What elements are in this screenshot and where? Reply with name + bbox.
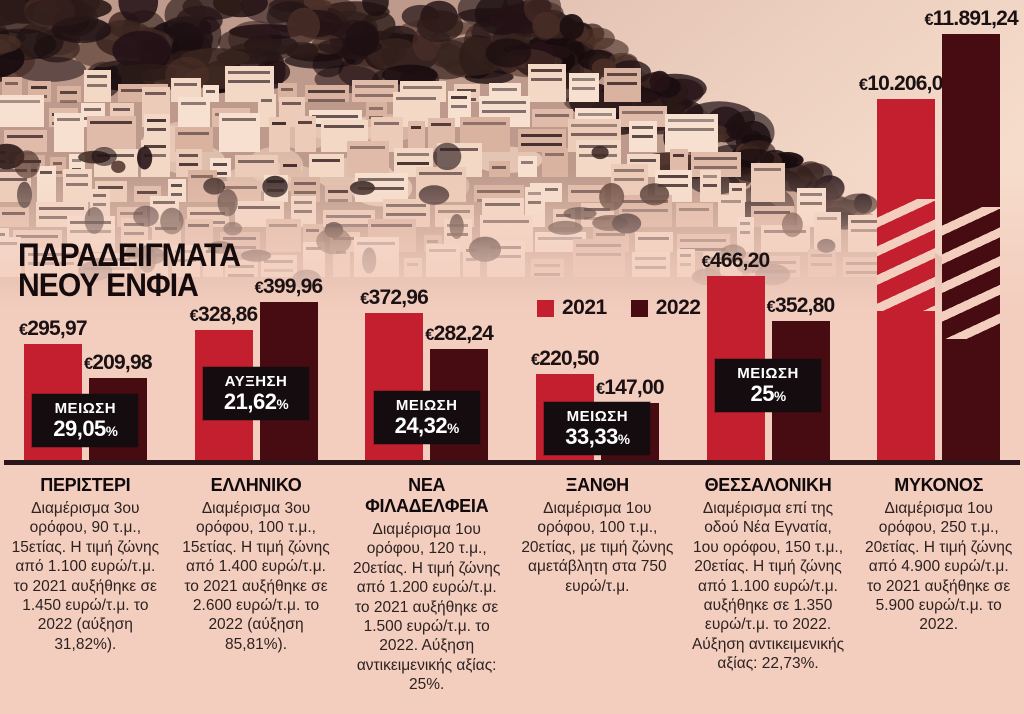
euro-sign-icon: € — [18, 321, 28, 339]
change-badge-word: ΜΕΙΩΣΗ — [566, 407, 629, 425]
change-badge-percent: 21,62% — [223, 388, 289, 414]
percent-sign-icon: % — [773, 388, 786, 404]
area-name: ΘΕΣΣΑΛΟΝΙΚΗ — [704, 475, 832, 495]
page-title-line1: ΠΑΡΑΔΕΙΓΜΑΤΑ — [18, 237, 241, 273]
chart-baseline — [4, 460, 1020, 465]
page-title: ΠΑΡΑΔΕΙΓΜΑΤΑ ΝΕΟΥ ΕΝΦΙΑ — [18, 237, 241, 304]
bar-value-label: €399,96 — [254, 275, 324, 298]
euro-sign-icon: € — [189, 307, 199, 325]
chart-group-2: €328,86 €399,96 ΑΥΞΗΣΗ 21,62% — [171, 275, 342, 462]
area-description: Διαμέρισμα 3ου ορόφου, 90 τ.μ., 15ετίας.… — [11, 500, 160, 653]
area-column-6: ΜΥΚΟΝΟΣ Διαμέρισμα 1ου ορόφου, 250 τ.μ., … — [853, 472, 1024, 694]
bar-value-label: €372,96 — [360, 286, 429, 309]
change-badge: ΑΥΞΗΣΗ 21,62% — [203, 366, 309, 420]
change-badge-percent: 25% — [750, 380, 786, 406]
area-name: ΠΕΡΙΣΤΕΡΙ — [40, 475, 131, 495]
bar-value-label: €282,24 — [425, 322, 494, 345]
area-description: Διαμέρισμα 1ου ορόφου, 250 τ.μ., 20ετίας… — [864, 500, 1013, 634]
chart-group-4: €220,50 €147,00 ΜΕΙΩΣΗ 33,33% — [512, 347, 683, 462]
change-badge-word: ΑΥΞΗΣΗ — [224, 372, 288, 390]
area-description: Διαμέρισμα επί της οδού Νέα Εγνατία, 1ου… — [691, 500, 845, 672]
bar-value-label: €295,97 — [18, 317, 88, 340]
euro-sign-icon: € — [425, 326, 434, 344]
change-badge: ΜΕΙΩΣΗ 33,33% — [544, 401, 651, 455]
bar-value-label: €209,98 — [83, 351, 153, 374]
euro-sign-icon: € — [83, 355, 93, 373]
bar-value-label: €11.891,24 — [924, 7, 1018, 30]
legend-swatch-2022-icon — [630, 299, 648, 317]
page-title-line2: ΝΕΟΥ ΕΝΦΙΑ — [18, 267, 199, 304]
bar-value-label: €220,50 — [530, 347, 600, 370]
bar-value-label: €10.206,00 — [858, 72, 954, 95]
percent-sign-icon: % — [447, 420, 459, 436]
chart-group-1: €295,97 €209,98 ΜΕΙΩΣΗ 29,05% — [0, 317, 171, 462]
change-badge-percent: 33,33% — [565, 423, 630, 449]
area-name: ΜΥΚΟΝΟΣ — [894, 475, 984, 495]
change-badge-word: ΜΕΙΩΣΗ — [54, 399, 117, 417]
euro-sign-icon: € — [254, 279, 264, 297]
area-description: Διαμέρισμα 1ου ορόφου, 100 τ.μ., 20ετίας… — [521, 500, 674, 595]
chart-group-6: €10.206,00 €11.891,24 — [853, 7, 1024, 462]
area-column-2: ΕΛΛΗΝΙΚΟ Διαμέρισμα 3ου ορόφου, 100 τ.μ.,… — [171, 472, 342, 694]
area-description: Διαμέρισμα 3ου ορόφου, 100 τ.μ., 15ετίας… — [182, 500, 330, 653]
change-badge: ΜΕΙΩΣΗ 24,32% — [373, 390, 480, 444]
euro-sign-icon: € — [766, 298, 776, 316]
bar-pair: €10.206,00 €11.891,24 — [859, 7, 1019, 462]
area-descriptions: ΠΕΡΙΣΤΕΡΙ Διαμέρισμα 3ου ορόφου, 90 τ.μ.,… — [0, 472, 1024, 694]
area-column-4: ΞΑΝΘΗ Διαμέρισμα 1ου ορόφου, 100 τ.μ., 20… — [512, 472, 683, 694]
euro-sign-icon: € — [595, 380, 605, 398]
area-name: ΝΕΑ ΦΙΛΑΔΕΛΦΕΙΑ — [365, 475, 489, 516]
legend-item-2022: 2022 — [630, 296, 701, 320]
area-description: Διαμέρισμα 1ου ορόφου, 120 τ.μ., 20ετίας… — [352, 521, 501, 693]
percent-sign-icon: % — [105, 423, 118, 439]
area-column-5: ΘΕΣΣΑΛΟΝΙΚΗ Διαμέρισμα επί της οδού Νέα Ε… — [683, 472, 854, 694]
area-column-3: ΝΕΑ ΦΙΛΑΔΕΛΦΕΙΑ Διαμέρισμα 1ου ορόφου, 12… — [341, 472, 512, 694]
bar-2021: €10.206,00 — [859, 72, 954, 462]
bar-value-label: €466,20 — [701, 249, 771, 272]
area-column-1: ΠΕΡΙΣΤΕΡΙ Διαμέρισμα 3ου ορόφου, 90 τ.μ.,… — [0, 472, 171, 694]
legend-swatch-2021-icon — [537, 299, 554, 317]
percent-sign-icon: % — [276, 396, 289, 412]
area-name: ΞΑΝΘΗ — [565, 475, 629, 495]
euro-sign-icon: € — [701, 253, 711, 271]
chart-legend: 2021 2022 — [537, 296, 701, 320]
change-badge-percent: 24,32% — [394, 412, 460, 438]
change-badge-word: ΜΕΙΩΣΗ — [395, 396, 458, 414]
legend-label-2022: 2022 — [655, 296, 701, 319]
bar-value-label: €352,80 — [766, 294, 836, 317]
axis-break-marks-icon — [942, 207, 1001, 339]
bar-value-label: €328,86 — [189, 303, 259, 326]
change-badge: ΜΕΙΩΣΗ 29,05% — [32, 393, 139, 447]
chart-group-3: €372,96 €282,24 ΜΕΙΩΣΗ 24,32% — [341, 286, 512, 462]
change-badge-percent: 29,05% — [53, 415, 118, 441]
change-badge-word: ΜΕΙΩΣΗ — [737, 364, 799, 382]
euro-sign-icon: € — [530, 351, 540, 369]
legend-label-2021: 2021 — [562, 296, 607, 319]
euro-sign-icon: € — [924, 11, 933, 29]
bar-2022: €11.891,24 — [924, 7, 1019, 462]
percent-sign-icon: % — [617, 431, 630, 447]
axis-break-marks-icon — [877, 199, 936, 311]
bar-chart: €295,97 €209,98 ΜΕΙΩΣΗ 29,05% €328,86 €399,96… — [0, 7, 1024, 462]
euro-sign-icon: € — [858, 76, 868, 94]
bar-value-label: €147,00 — [595, 376, 665, 399]
change-badge: ΜΕΙΩΣΗ 25% — [715, 358, 822, 412]
euro-sign-icon: € — [360, 290, 369, 308]
area-name: ΕΛΛΗΝΙΚΟ — [210, 475, 302, 495]
legend-item-2021: 2021 — [537, 296, 607, 320]
chart-group-5: €466,20 €352,80 ΜΕΙΩΣΗ 25% — [683, 249, 854, 462]
